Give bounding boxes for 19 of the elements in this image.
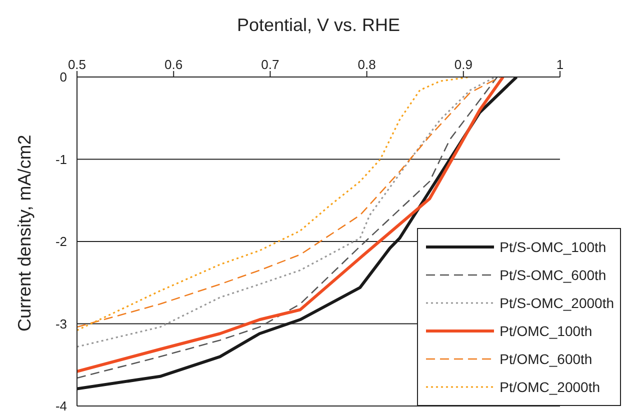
legend-label: Pt/S-OMC_100th xyxy=(500,239,606,255)
legend-label: Pt/OMC_600th xyxy=(500,351,592,367)
legend-label: Pt/S-OMC_2000th xyxy=(500,295,614,311)
x-tick-label: 1 xyxy=(556,57,564,72)
y-tick-label: -2 xyxy=(55,234,67,250)
x-tick-label: 0.8 xyxy=(358,57,376,72)
y-axis-title: Current density, mA/cm2 xyxy=(14,134,34,332)
y-tick-label: 0 xyxy=(60,70,67,85)
x-tick-label: 0.7 xyxy=(261,57,280,72)
x-tick-label: 0.6 xyxy=(164,57,183,72)
x-axis-title: Potential, V vs. RHE xyxy=(236,14,400,35)
y-tick-label: -4 xyxy=(55,398,67,414)
x-tick-label: 0.5 xyxy=(68,57,86,72)
legend-label: Pt/OMC_2000th xyxy=(500,379,600,395)
y-tick-label: -3 xyxy=(55,316,67,332)
x-tick-label: 0.9 xyxy=(454,57,472,72)
y-tick-label: -1 xyxy=(55,152,67,167)
legend-label: Pt/S-OMC_600th xyxy=(500,267,606,283)
legend-label: Pt/OMC_100th xyxy=(500,323,592,339)
